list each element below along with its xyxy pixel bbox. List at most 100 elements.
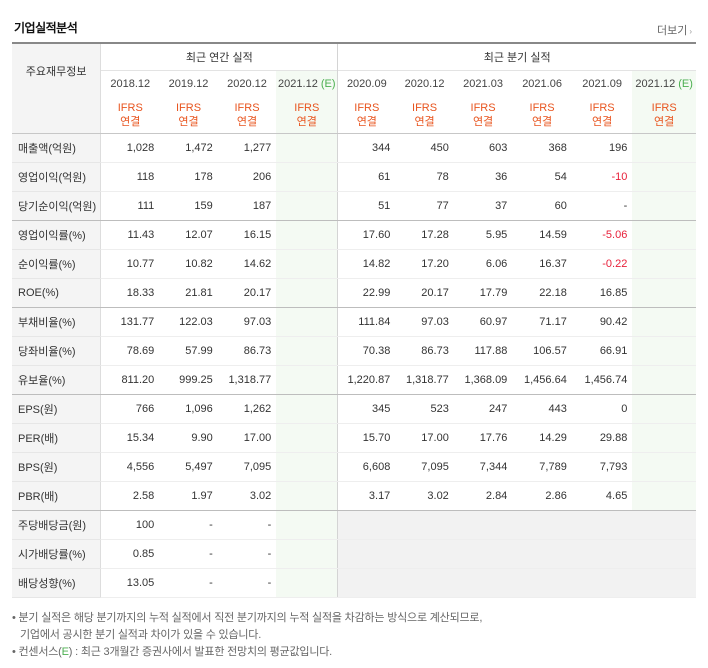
period-header: 2021.09 bbox=[571, 69, 633, 97]
quarter-cell: 16.37 bbox=[512, 249, 572, 279]
quarter-cell: 247 bbox=[453, 394, 513, 424]
quarter-cell bbox=[453, 568, 513, 598]
quarter-cell: 60 bbox=[512, 191, 572, 221]
quarter-cell: 450 bbox=[395, 133, 454, 163]
quarter-cell: 15.70 bbox=[337, 423, 396, 453]
table-row: 영업이익(억원) 118 178 206 61 78 36 54 -10 bbox=[12, 162, 696, 192]
more-link[interactable]: 더보기 › bbox=[657, 22, 692, 38]
annual-cell: 100 bbox=[100, 510, 160, 540]
quarter-cell: 7,344 bbox=[453, 452, 513, 482]
basis-standard: IFRS bbox=[470, 101, 496, 114]
period-header: 2020.09 bbox=[337, 69, 396, 97]
basis-header: IFRS 연결 bbox=[159, 97, 218, 134]
quarter-cell bbox=[632, 336, 696, 366]
quarter-cell: 5.95 bbox=[453, 220, 513, 250]
annual-cell bbox=[276, 394, 338, 424]
financial-analysis-section: 기업실적분석 더보기 › 주요재무정보 최근 연간 실적 최근 분기 실적 201… bbox=[12, 0, 696, 661]
table-row: PBR(배) 2.58 1.97 3.02 3.17 3.02 2.84 2.86 4.65 bbox=[12, 481, 696, 511]
annual-cell: - bbox=[217, 568, 277, 598]
quarter-cell bbox=[632, 278, 696, 308]
row-label: EPS(원) bbox=[12, 394, 102, 424]
more-label[interactable]: 더보기 bbox=[656, 25, 688, 37]
quarter-cell bbox=[571, 510, 633, 540]
basis-standard: IFRS bbox=[354, 101, 380, 114]
period-header: 2020.12 bbox=[395, 69, 454, 97]
quarter-cell bbox=[632, 249, 696, 279]
estimate-marker: (E) bbox=[678, 77, 693, 90]
annual-cell: 131.77 bbox=[100, 307, 160, 337]
table-body: 매출액(억원) 1,028 1,472 1,277 344 450 603 368 196 영업이… bbox=[12, 133, 696, 598]
annual-cell: 18.33 bbox=[100, 278, 160, 308]
chevron-right-icon: › bbox=[689, 27, 692, 36]
period-label: 2019.12 bbox=[168, 77, 209, 90]
annual-cell: 111 bbox=[100, 191, 160, 221]
quarter-cell: 443 bbox=[512, 394, 572, 424]
quarter-cell: 345 bbox=[337, 394, 396, 424]
quarter-cell: - bbox=[571, 191, 633, 221]
row-label: 부채비율(%) bbox=[12, 307, 102, 337]
annual-cell: 3.02 bbox=[217, 481, 277, 511]
quarter-cell: 344 bbox=[337, 133, 396, 163]
period-label: 2021.09 bbox=[582, 77, 622, 90]
annual-cell bbox=[276, 336, 338, 366]
quarter-cell: 196 bbox=[571, 133, 633, 163]
quarter-cell: 7,789 bbox=[512, 452, 572, 482]
quarter-cell bbox=[453, 510, 513, 540]
annual-cell bbox=[276, 162, 338, 192]
table-row: EPS(원) 766 1,096 1,262 345 523 247 443 0 bbox=[12, 394, 696, 424]
quarter-cell: 1,368.09 bbox=[453, 365, 513, 395]
quarter-cell: 111.84 bbox=[337, 307, 396, 337]
annual-cell bbox=[276, 568, 338, 598]
quarter-cell: 1,456.74 bbox=[571, 365, 633, 395]
quarter-cell: 1,456.64 bbox=[512, 365, 572, 395]
period-header: 2021.12 (E) bbox=[632, 69, 696, 97]
quarter-cell: 2.84 bbox=[453, 481, 513, 511]
row-label: PBR(배) bbox=[12, 481, 102, 511]
annual-cell: 20.17 bbox=[217, 278, 277, 308]
section-title: 기업실적분석 bbox=[14, 21, 78, 35]
basis-scope: 연결 bbox=[236, 115, 258, 128]
footnotes: • 분기 실적은 해당 분기까지의 누적 실적에서 직전 분기까지의 누적 실적… bbox=[12, 610, 696, 661]
annual-cell: 16.15 bbox=[217, 220, 277, 250]
quarter-cell bbox=[337, 568, 396, 598]
basis-standard: IFRS bbox=[175, 101, 202, 114]
annual-title: 최근 연간 실적 bbox=[185, 51, 253, 64]
quarter-cell bbox=[337, 539, 396, 569]
period-header: 2020.12 bbox=[217, 69, 277, 97]
quarter-cell bbox=[632, 365, 696, 395]
quarter-cell: 86.73 bbox=[395, 336, 454, 366]
table-row: 부채비율(%) 131.77 122.03 97.03 111.84 97.03 60.97… bbox=[12, 307, 696, 337]
quarter-cell bbox=[632, 162, 696, 192]
annual-cell: 0.85 bbox=[100, 539, 160, 569]
annual-cell: 1.97 bbox=[159, 481, 218, 511]
annual-cell: 1,277 bbox=[217, 133, 277, 163]
quarter-cell: 6.06 bbox=[453, 249, 513, 279]
basis-header: IFRS 연결 bbox=[100, 97, 160, 134]
table-row: 유보율(%) 811.20 999.25 1,318.77 1,220.87 1,318.… bbox=[12, 365, 696, 395]
quarter-cell: 106.57 bbox=[512, 336, 572, 366]
footnote-2: • 컨센서스(E) : 최근 3개월간 증권사에서 발표한 전망치의 평균값입니… bbox=[12, 644, 696, 661]
annual-cell bbox=[276, 307, 338, 337]
table-row: 당좌비율(%) 78.69 57.99 86.73 70.38 86.73 117.88 10… bbox=[12, 336, 696, 366]
annual-cell bbox=[276, 423, 338, 453]
annual-cell: 122.03 bbox=[159, 307, 218, 337]
quarter-cell: 71.17 bbox=[512, 307, 572, 337]
basis-header: IFRS 연결 bbox=[217, 97, 277, 134]
basis-standard: IFRS bbox=[651, 101, 677, 114]
annual-cell: 178 bbox=[159, 162, 218, 192]
period-label: 2018.12 bbox=[110, 77, 151, 90]
basis-standard: IFRS bbox=[589, 101, 615, 114]
annual-cell bbox=[276, 510, 338, 540]
period-header: 2021.06 bbox=[512, 69, 572, 97]
annual-cell: 9.90 bbox=[159, 423, 218, 453]
annual-cell: 187 bbox=[217, 191, 277, 221]
row-label: 배당성향(%) bbox=[12, 568, 102, 598]
period-label: 2020.12 bbox=[404, 77, 445, 90]
basis-standard: IFRS bbox=[234, 101, 260, 114]
quarter-title: 최근 분기 실적 bbox=[337, 43, 696, 70]
row-label: 영업이익(억원) bbox=[12, 162, 102, 192]
quarter-cell: 22.18 bbox=[512, 278, 572, 308]
period-header: 2018.12 bbox=[100, 69, 160, 97]
annual-cell: 7,095 bbox=[217, 452, 277, 482]
quarter-cell bbox=[571, 539, 633, 569]
